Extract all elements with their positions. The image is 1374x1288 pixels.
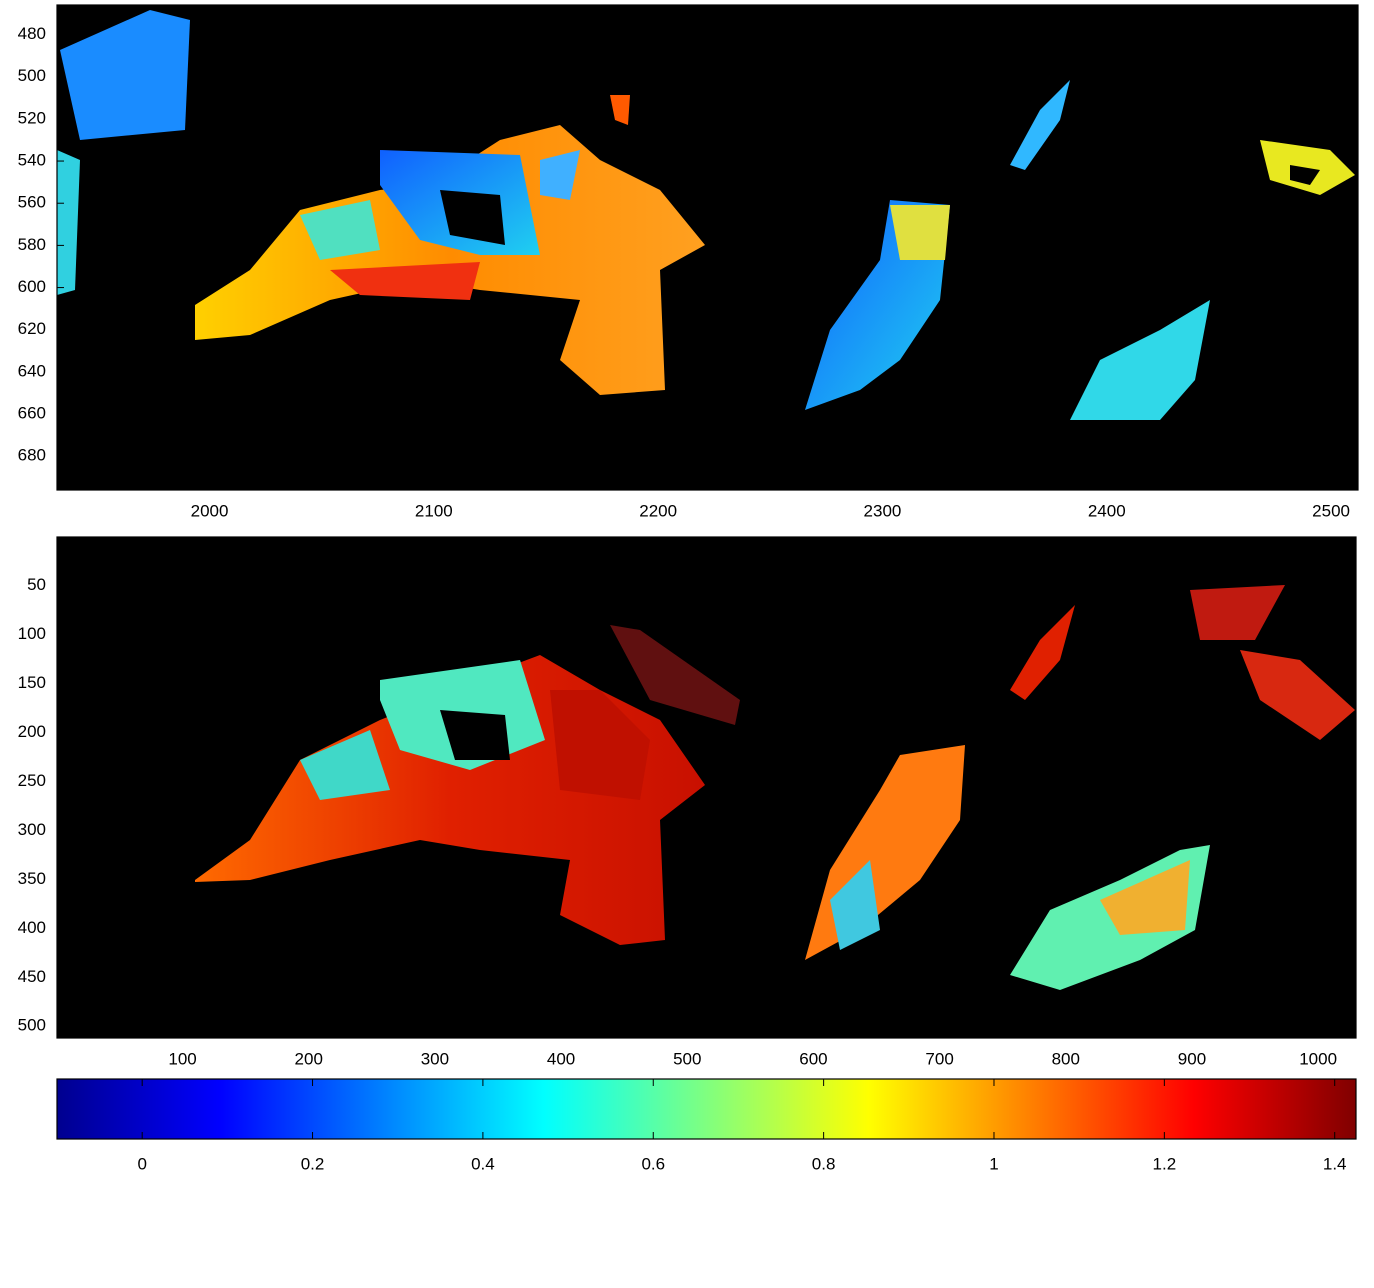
colorbar-frame bbox=[56, 1078, 1357, 1140]
x-tick-label: 2500 bbox=[1312, 501, 1350, 520]
y-tick-label: 250 bbox=[18, 771, 46, 790]
region bbox=[890, 205, 950, 260]
x-tick-label: 400 bbox=[547, 1049, 575, 1068]
x-tick-label: 1000 bbox=[1299, 1049, 1337, 1068]
region bbox=[330, 262, 480, 300]
y-tick-label: 400 bbox=[18, 918, 46, 937]
x-tick-label: 200 bbox=[295, 1049, 323, 1068]
y-tick-label: 500 bbox=[18, 66, 46, 85]
x-tick-label: 300 bbox=[421, 1049, 449, 1068]
x-tick-label: 2000 bbox=[191, 501, 229, 520]
y-tick-label: 200 bbox=[18, 722, 46, 741]
y-tick-label: 560 bbox=[18, 193, 46, 212]
x-tick-label: 1 bbox=[989, 1154, 998, 1173]
region bbox=[440, 190, 505, 245]
y-tick-label: 620 bbox=[18, 319, 46, 338]
x-tick-label: 0.8 bbox=[812, 1154, 836, 1173]
y-tick-label: 480 bbox=[18, 24, 46, 43]
x-tick-label: 100 bbox=[168, 1049, 196, 1068]
region bbox=[610, 95, 630, 125]
x-tick-label: 700 bbox=[925, 1049, 953, 1068]
region bbox=[300, 730, 390, 800]
x-tick-label: 2400 bbox=[1088, 501, 1126, 520]
region bbox=[1010, 80, 1070, 170]
region bbox=[610, 625, 740, 725]
x-tick-label: 0.6 bbox=[641, 1154, 665, 1173]
x-tick-label: 2300 bbox=[864, 501, 902, 520]
colorbar-gradient bbox=[57, 1079, 1356, 1139]
x-tick-label: 800 bbox=[1052, 1049, 1080, 1068]
region bbox=[60, 10, 190, 140]
x-tick-label: 600 bbox=[799, 1049, 827, 1068]
image-regions bbox=[57, 10, 1355, 420]
region bbox=[1240, 650, 1355, 740]
y-tick-label: 350 bbox=[18, 869, 46, 888]
x-tick-label: 0.2 bbox=[301, 1154, 325, 1173]
region bbox=[1290, 165, 1320, 185]
region bbox=[57, 150, 80, 295]
y-tick-label: 520 bbox=[18, 108, 46, 127]
region bbox=[1190, 585, 1285, 640]
y-tick-label: 100 bbox=[18, 624, 46, 643]
image-regions bbox=[195, 585, 1355, 990]
y-tick-label: 500 bbox=[18, 1016, 46, 1035]
region bbox=[830, 860, 880, 950]
region bbox=[1070, 300, 1210, 420]
x-tick-label: 900 bbox=[1178, 1049, 1206, 1068]
region bbox=[550, 690, 650, 800]
y-tick-label: 150 bbox=[18, 673, 46, 692]
x-tick-label: 1.4 bbox=[1323, 1154, 1347, 1173]
x-tick-label: 2100 bbox=[415, 501, 453, 520]
y-tick-label: 680 bbox=[18, 446, 46, 465]
region bbox=[195, 125, 705, 395]
region bbox=[1100, 860, 1190, 935]
x-tick-label: 0 bbox=[137, 1154, 146, 1173]
axes-frame bbox=[56, 536, 1357, 1039]
axes-frame bbox=[56, 4, 1359, 491]
region bbox=[1010, 605, 1075, 700]
x-tick-label: 0.4 bbox=[471, 1154, 495, 1173]
region bbox=[540, 150, 580, 200]
region bbox=[300, 200, 380, 260]
image-background bbox=[57, 5, 1358, 490]
image-background bbox=[57, 537, 1356, 1038]
x-tick-label: 500 bbox=[673, 1049, 701, 1068]
y-tick-label: 640 bbox=[18, 361, 46, 380]
region bbox=[440, 710, 510, 760]
y-tick-label: 450 bbox=[18, 967, 46, 986]
x-tick-label: 1.2 bbox=[1153, 1154, 1177, 1173]
y-tick-label: 580 bbox=[18, 235, 46, 254]
y-tick-label: 600 bbox=[18, 277, 46, 296]
y-tick-label: 50 bbox=[27, 575, 46, 594]
y-tick-label: 300 bbox=[18, 820, 46, 839]
region bbox=[1260, 140, 1355, 195]
y-tick-label: 540 bbox=[18, 151, 46, 170]
y-tick-label: 660 bbox=[18, 404, 46, 423]
x-tick-label: 2200 bbox=[639, 501, 677, 520]
